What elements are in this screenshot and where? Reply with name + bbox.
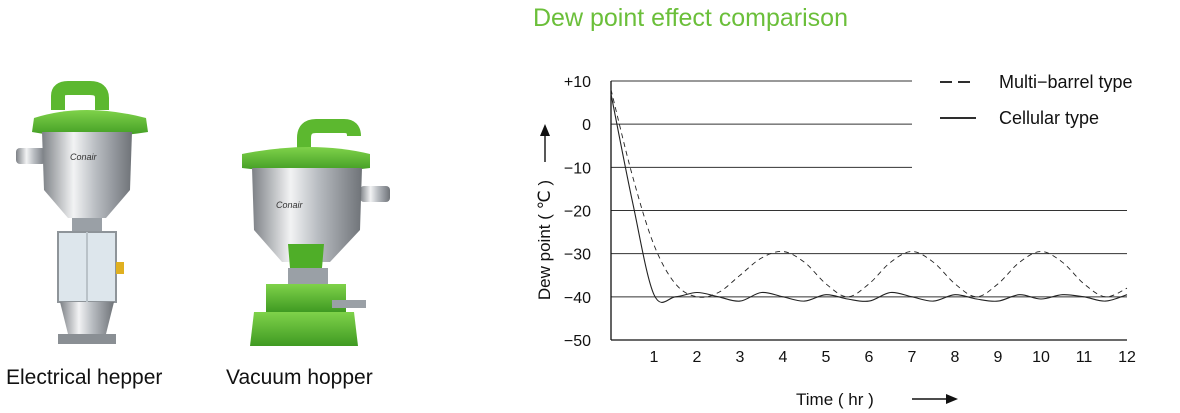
grid-lines — [611, 80, 1127, 298]
x-axis-label: Time ( hr ) — [796, 390, 874, 409]
x-tick-label: 12 — [1118, 349, 1136, 366]
series-line-cellular — [610, 93, 1128, 303]
series-lines — [610, 89, 1128, 303]
y-tick-labels: +10 0 −10 −20 −30 −40 −50 — [564, 74, 591, 350]
legend-label: Multi−barrel type — [999, 72, 1133, 92]
series-line-multi-barrel — [610, 89, 1128, 298]
x-tick-labels: 1 2 3 4 5 6 7 8 9 10 11 12 — [650, 349, 1136, 366]
x-tick-label: 8 — [951, 349, 960, 366]
y-tick-label: +10 — [564, 74, 591, 91]
x-tick-label: 2 — [693, 349, 702, 366]
vacuum-hopper-image: Conair — [242, 119, 390, 346]
x-tick-label: 5 — [822, 349, 831, 366]
chart-title: Dew point effect comparison — [533, 4, 848, 32]
legend-label: Cellular type — [999, 108, 1099, 128]
x-tick-label: 4 — [779, 349, 788, 366]
dew-point-chart: +100−10−20−30−40−50 1 2 3 4 5 6 7 8 9 10 11 12 Mult… — [535, 72, 1136, 409]
legend: Multi−barrel type Cellular type — [940, 72, 1133, 128]
y-axis-arrow-icon — [540, 124, 550, 162]
y-tick-label: −30 — [564, 247, 591, 264]
x-tick-label: 1 — [650, 349, 659, 366]
brand-text: Conair — [70, 152, 98, 162]
y-tick-label: −40 — [564, 290, 591, 307]
y-tick-label: 0 — [582, 117, 591, 134]
x-axis-arrow-icon — [912, 394, 958, 404]
x-tick-label: 11 — [1076, 349, 1093, 366]
brand-text-vacuum: Conair — [276, 200, 304, 210]
caption-electrical-hopper: Electrical hepper — [6, 366, 163, 389]
electrical-hopper-image: Conair — [16, 81, 148, 344]
x-tick-label: 3 — [736, 349, 745, 366]
x-tick-label: 9 — [994, 349, 1003, 366]
y-tick-label: −20 — [564, 204, 591, 221]
y-tick-label: −50 — [564, 333, 591, 350]
y-axis-label: Dew point ( ℃ ) — [535, 180, 554, 300]
y-tick-label: −10 — [564, 160, 591, 177]
y-axis-label-group: Dew point ( ℃ ) — [535, 180, 554, 300]
x-tick-label: 10 — [1032, 349, 1050, 366]
x-tick-label: 6 — [865, 349, 874, 366]
axes — [610, 81, 1127, 341]
x-tick-label: 7 — [908, 349, 917, 366]
caption-vacuum-hopper: Vacuum hopper — [226, 366, 373, 389]
